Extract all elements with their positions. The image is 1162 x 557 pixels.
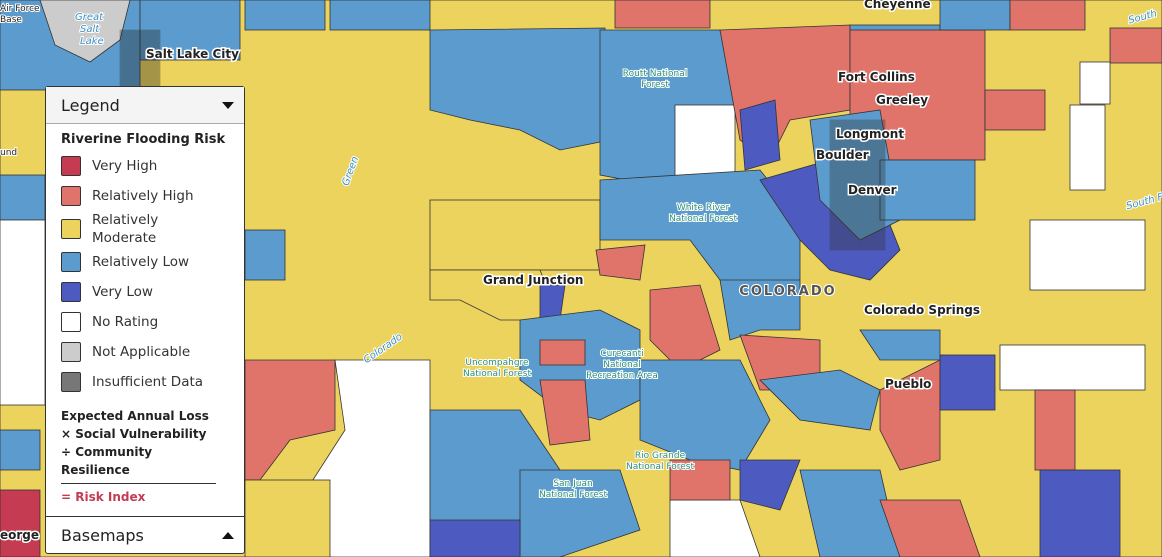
- legend-items: Very High Relatively High Relatively Moder…: [46, 151, 244, 397]
- expand-icon[interactable]: [222, 531, 234, 539]
- legend-swatch: [61, 342, 81, 362]
- area-label: Recreation Area: [586, 371, 658, 381]
- formula-line: ÷ Community Resilience: [61, 445, 153, 477]
- city-label: Greeley: [876, 93, 928, 107]
- edge-label: und: [0, 148, 17, 158]
- legend-label: Relatively Low: [92, 254, 190, 270]
- legend-label: Very Low: [92, 284, 153, 300]
- city-label: Colorado Springs: [864, 303, 980, 317]
- legend-label: Relatively High: [92, 188, 194, 204]
- city-label: Pueblo: [885, 377, 931, 391]
- city-label: Grand Junction: [483, 273, 583, 287]
- legend-item: Insufficient Data: [61, 367, 244, 397]
- legend-swatch: [61, 219, 81, 239]
- area-label: National Forest: [539, 490, 607, 500]
- basemaps-toggle[interactable]: Basemaps: [46, 516, 244, 553]
- water-label: Salt: [80, 24, 100, 35]
- edge-label: Base: [0, 15, 22, 25]
- state-label: COLORADO: [739, 284, 836, 299]
- formula-line: Expected Annual Loss: [61, 409, 209, 423]
- edge-label: Air Force: [0, 4, 40, 14]
- legend-swatch: [61, 252, 81, 272]
- area-label: Routt National: [623, 69, 687, 79]
- legend-item: No Rating: [61, 307, 244, 337]
- city-label: Denver: [848, 183, 897, 197]
- legend-swatch: [61, 156, 81, 176]
- water-label: Lake: [80, 36, 104, 47]
- city-label: eorge: [0, 528, 39, 542]
- city-label: Salt Lake City: [146, 47, 239, 61]
- city-label: Boulder: [816, 148, 869, 162]
- formula-result: = Risk Index: [61, 490, 146, 504]
- legend-title: Legend: [61, 95, 120, 115]
- legend-item: Not Applicable: [61, 337, 244, 367]
- legend-label: No Rating: [92, 314, 159, 330]
- legend-item: Very Low: [61, 277, 244, 307]
- area-label: National Forest: [626, 462, 694, 472]
- area-label: San Juan: [553, 479, 592, 489]
- collapse-icon[interactable]: [222, 101, 234, 109]
- area-label: White River: [677, 203, 730, 213]
- map-labels: Air Force Base und Great Salt Lake Green…: [0, 0, 1162, 544]
- city-label: Longmont: [836, 127, 904, 141]
- area-label: Uncompahgre: [465, 358, 529, 368]
- legend-swatch: [61, 372, 81, 392]
- area-label: Forest: [641, 80, 669, 90]
- area-label: National Forest: [669, 214, 737, 224]
- basemaps-label: Basemaps: [61, 525, 144, 545]
- legend-heading: Riverine Flooding Risk: [61, 132, 226, 147]
- city-label: Fort Collins: [838, 70, 915, 84]
- legend-item: Relatively Low: [61, 247, 244, 277]
- legend-label: Very High: [92, 158, 158, 174]
- legend-label: Not Applicable: [92, 344, 191, 360]
- city-label: Cheyenne: [864, 0, 931, 11]
- legend-swatch: [61, 186, 81, 206]
- formula-line: × Social Vulnerability: [61, 427, 207, 441]
- legend-item: Relatively Moderate: [61, 211, 244, 247]
- area-label: National Forest: [463, 369, 531, 379]
- legend-label: Insufficient Data: [92, 374, 204, 390]
- legend-header[interactable]: Legend: [46, 87, 244, 124]
- area-label: Curecanti: [600, 349, 643, 359]
- area-label: National: [603, 360, 641, 370]
- legend-panel: Legend Riverine Flooding Risk Very High R…: [45, 86, 245, 554]
- formula: Expected Annual Loss × Social Vulnerabili…: [61, 407, 216, 484]
- legend-label: Relatively Moderate: [92, 212, 159, 246]
- area-label: Rio Grande: [635, 451, 686, 461]
- water-label: Great: [75, 12, 104, 23]
- legend-swatch: [61, 282, 81, 302]
- legend-item: Very High: [61, 151, 244, 181]
- legend-item: Relatively High: [61, 181, 244, 211]
- legend-swatch: [61, 312, 81, 332]
